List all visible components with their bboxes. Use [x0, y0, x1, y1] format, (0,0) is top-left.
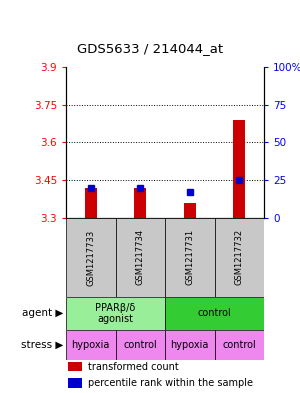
Text: transformed count: transformed count	[88, 362, 178, 372]
Bar	[165, 330, 214, 360]
Text: GSM1217733: GSM1217733	[86, 229, 95, 286]
Text: percentile rank within the sample: percentile rank within the sample	[88, 378, 253, 388]
Text: stress ▶: stress ▶	[21, 340, 63, 350]
Bar	[233, 120, 245, 218]
Text: hypoxia: hypoxia	[171, 340, 209, 350]
Bar	[116, 330, 165, 360]
Text: control: control	[198, 309, 231, 318]
Bar	[116, 218, 165, 297]
Bar	[66, 218, 116, 297]
Text: PPARβ/δ
agonist: PPARβ/δ agonist	[95, 303, 136, 324]
Text: control: control	[123, 340, 157, 350]
Text: control: control	[222, 340, 256, 350]
Bar	[134, 188, 146, 218]
Text: GSM1217732: GSM1217732	[235, 230, 244, 285]
Bar	[184, 203, 196, 218]
Bar	[214, 330, 264, 360]
Bar	[68, 362, 82, 371]
Text: hypoxia: hypoxia	[72, 340, 110, 350]
Bar	[85, 188, 97, 218]
Text: GDS5633 / 214044_at: GDS5633 / 214044_at	[77, 42, 223, 55]
Bar	[66, 330, 116, 360]
Text: agent ▶: agent ▶	[22, 309, 63, 318]
Bar	[68, 378, 82, 387]
Text: GSM1217731: GSM1217731	[185, 230, 194, 285]
Bar	[214, 218, 264, 297]
Text: GSM1217734: GSM1217734	[136, 230, 145, 285]
Bar	[66, 297, 165, 330]
Bar	[165, 218, 214, 297]
Bar	[165, 297, 264, 330]
